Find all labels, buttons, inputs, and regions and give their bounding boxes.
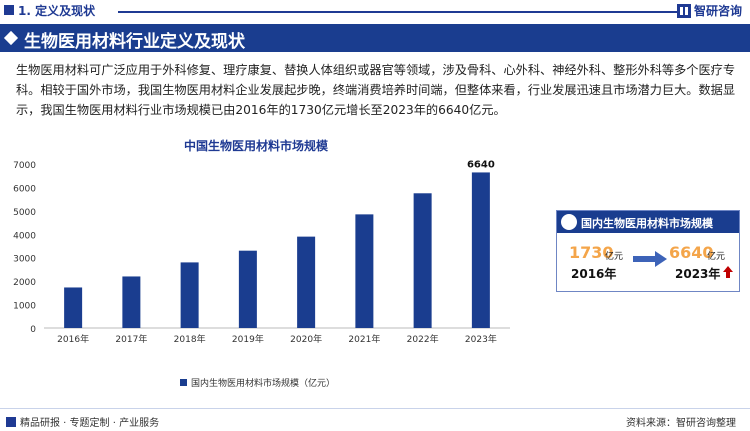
y-tick-label: 2000 [13, 278, 36, 288]
logo-text: 智研咨询 [693, 4, 742, 18]
y-tick-label: 7000 [13, 161, 36, 171]
y-tick-label: 3000 [13, 255, 36, 265]
footer-divider [0, 408, 750, 409]
end-unit: 亿元 [707, 252, 726, 262]
title-banner: 生物医用材料行业定义及现状 [0, 24, 750, 52]
legend-label: 国内生物医用材料市场规模（亿元） [191, 377, 335, 389]
header-divider [118, 11, 678, 13]
top-header: 1. 定义及现状 智研咨询 [0, 0, 750, 22]
x-tick-label: 2017年 [115, 333, 147, 345]
x-tick-label: 2023年 [465, 333, 497, 345]
y-tick-label: 0 [30, 325, 36, 335]
x-tick-label: 2018年 [174, 333, 206, 345]
footer-marker-icon [6, 416, 16, 427]
x-tick-label: 2022年 [407, 333, 439, 345]
x-tick-label: 2016年 [57, 333, 89, 345]
chart-title: 中国生物医用材料市场规模 [184, 139, 329, 153]
bar [122, 276, 141, 328]
brand-logo: 智研咨询 [676, 2, 742, 19]
card-header: 国内生物医用材料市场规模 [557, 211, 739, 233]
diamond-icon [3, 30, 19, 46]
intro-paragraph: 生物医用材料可广泛应用于外科修复、理疗康复、替换人体组织或器官等领域，涉及骨科、… [16, 63, 736, 117]
bar [180, 262, 199, 328]
y-tick-label: 4000 [13, 231, 36, 241]
y-tick-label: 6000 [13, 184, 36, 194]
summary-card: 国内生物医用材料市场规模 1730 亿元 2016年 6640 亿元 2023年 [556, 210, 740, 292]
bar [471, 172, 490, 328]
market-size-bar-chart: 0 1000 2000 3000 4000 5000 6000 7000 2016年 2017年 2… [13, 159, 510, 389]
card-title: 国内生物医用材料市场规模 [581, 217, 713, 230]
data-label: 6640 [467, 159, 495, 170]
end-year: 2023年 [675, 267, 721, 281]
start-value: 1730 [569, 243, 614, 262]
page-title: 生物医用材料行业定义及现状 [24, 32, 245, 52]
up-arrow-icon [723, 266, 733, 278]
y-tick-label: 5000 [13, 208, 36, 218]
footer-tagline-text: 精品研报 · 专题定制 · 产业服务 [20, 418, 160, 429]
start-year: 2016年 [571, 267, 617, 281]
y-tick-label: 1000 [13, 302, 36, 312]
legend-swatch [180, 379, 187, 386]
bar [355, 214, 374, 328]
logo-mark-icon [676, 3, 691, 18]
growth-arrow-icon [633, 251, 667, 267]
chart-badge-icon [561, 214, 577, 230]
bar [238, 250, 257, 328]
x-tick-label: 2020年 [290, 333, 322, 345]
data-source: 资料来源：智研咨询整理 [626, 418, 736, 429]
x-tick-label: 2021年 [348, 333, 380, 345]
start-unit: 亿元 [605, 252, 624, 262]
bar [297, 236, 316, 328]
section-marker-icon [4, 5, 14, 15]
x-tick-label: 2019年 [232, 333, 264, 345]
footer-tagline: 精品研报 · 专题定制 · 产业服务 [6, 414, 159, 429]
bar [64, 287, 83, 328]
bar [413, 193, 432, 328]
end-value: 6640 [669, 243, 714, 262]
section-title: 1. 定义及现状 [18, 4, 96, 18]
